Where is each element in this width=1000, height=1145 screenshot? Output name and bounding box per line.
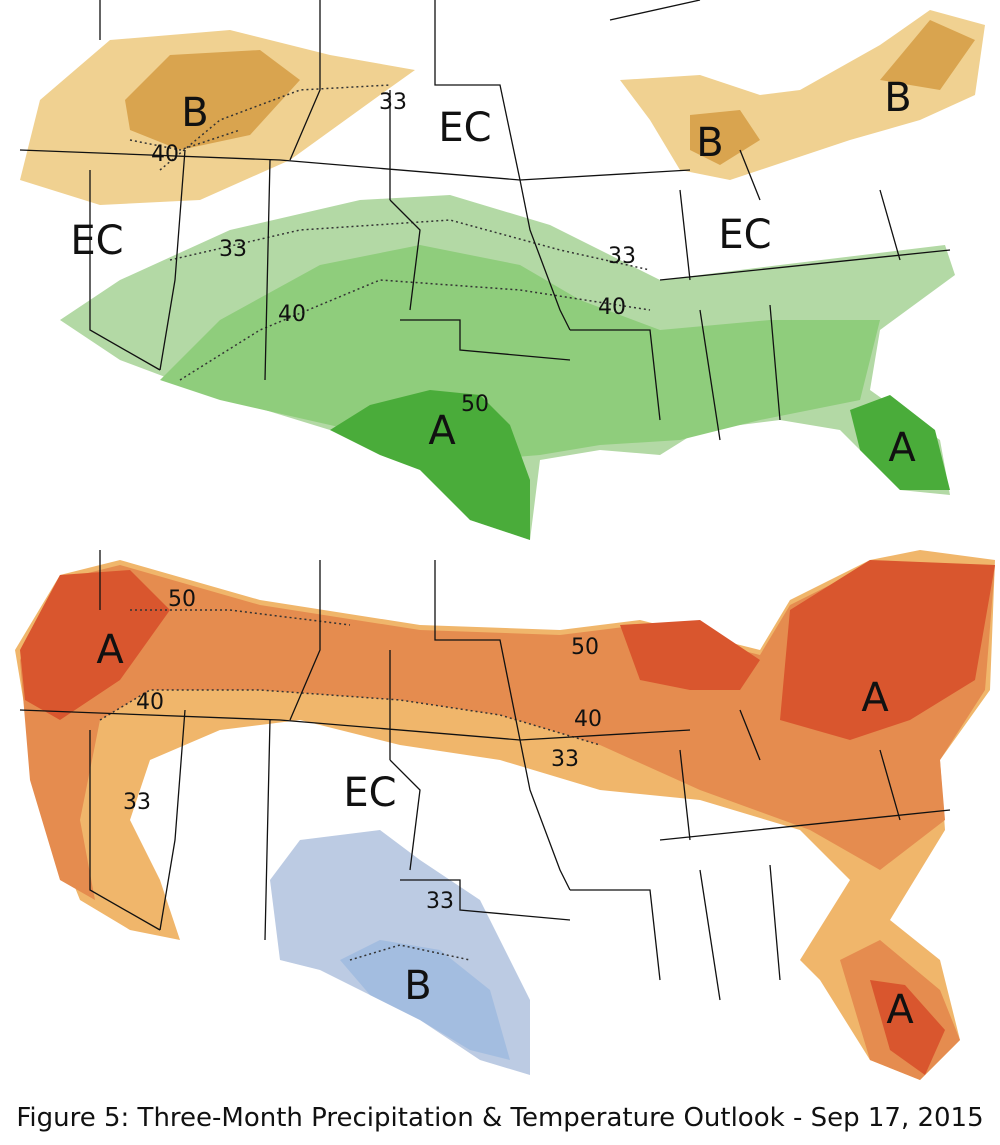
contour-label: 40 [598, 295, 626, 320]
above-40-area [20, 565, 995, 1080]
contour-label: 40 [574, 707, 602, 732]
category-label: B [696, 120, 723, 166]
category-label: A [428, 408, 456, 454]
category-label: EC [718, 212, 771, 258]
category-label: A [886, 987, 914, 1033]
category-label: A [861, 675, 889, 721]
contour-label: 33 [426, 889, 454, 914]
below-40-area [125, 50, 300, 150]
contour-label: 33 [123, 790, 151, 815]
category-label: EC [438, 105, 491, 151]
category-label: EC [343, 770, 396, 816]
contour-label: 50 [168, 587, 196, 612]
below-40-area [690, 20, 975, 165]
contour-label: 33 [379, 90, 407, 115]
category-label: EC [70, 218, 123, 264]
above-40-area [160, 245, 880, 460]
category-label: B [884, 75, 911, 121]
contour-label: 33 [608, 244, 636, 269]
temperature-map: 50 A 40 50 40 33 A EC 33 33 B A [15, 550, 995, 1080]
contour-label: 40 [151, 142, 179, 167]
caption: Figure 5: Three-Month Precipitation & Te… [16, 1103, 984, 1133]
above-50-area [20, 560, 995, 1075]
contour-label: 50 [461, 392, 489, 417]
category-label: B [404, 963, 431, 1009]
category-label: A [96, 627, 124, 673]
category-label: B [181, 90, 208, 136]
above-50-area [330, 390, 950, 540]
contour-label: 33 [219, 237, 247, 262]
category-label: A [888, 425, 916, 471]
contour-label: 50 [571, 635, 599, 660]
below-40-area [340, 940, 510, 1060]
contour-label: 33 [551, 747, 579, 772]
contour-label: 40 [278, 302, 306, 327]
contour-label: 40 [136, 690, 164, 715]
